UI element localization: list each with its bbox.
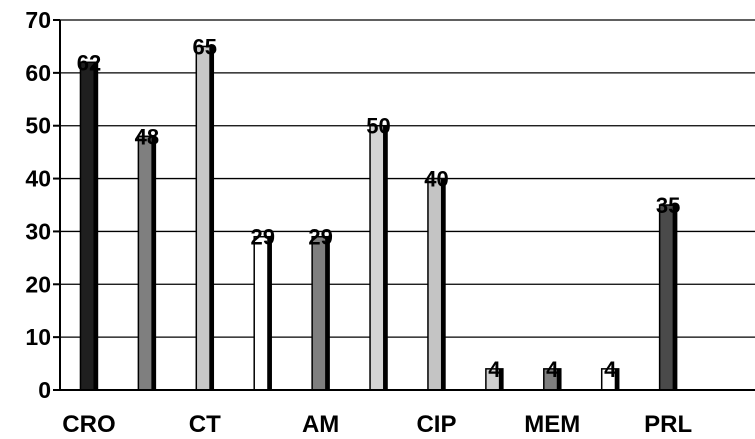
- y-tick-label: 30: [25, 218, 51, 244]
- data-label: 65: [193, 34, 217, 59]
- y-tick-label: 10: [25, 324, 51, 350]
- x-tick-label: CIP: [416, 411, 456, 438]
- bar-shadow: [93, 62, 98, 391]
- bar-shadow: [151, 136, 156, 390]
- data-label: 4: [488, 357, 501, 382]
- data-label: 29: [250, 225, 274, 250]
- bar-shadow: [614, 368, 619, 390]
- bar-shadow: [440, 178, 445, 390]
- y-tick-label: 0: [38, 377, 51, 403]
- bar-shadow: [383, 125, 388, 390]
- data-label: 62: [77, 50, 101, 75]
- bar-shadow: [498, 368, 503, 390]
- x-tick-label: AM: [302, 411, 339, 438]
- y-tick-label: 60: [25, 60, 51, 86]
- data-label: 50: [366, 114, 390, 139]
- bar-shadow: [209, 46, 214, 391]
- y-tick-label: 20: [25, 271, 51, 297]
- labels: 0 10 20 30 40 50 60 70 62 48 65 29 29 50 40 4 4 4 35 CRO CT A…: [25, 7, 692, 438]
- axes: [53, 19, 755, 391]
- x-tick-label: PRL: [644, 411, 692, 438]
- bar-shadow: [267, 236, 272, 390]
- data-label: 4: [604, 357, 617, 382]
- x-tick-label: CT: [189, 411, 221, 438]
- gridlines: [60, 19, 755, 338]
- y-tick-label: 70: [25, 7, 51, 33]
- y-tick-label: 40: [25, 166, 51, 192]
- bar-shadow: [325, 236, 330, 390]
- data-label: 48: [135, 124, 159, 149]
- x-tick-label: CRO: [62, 411, 115, 438]
- y-tick-label: 50: [25, 113, 51, 139]
- bars: [79, 45, 678, 391]
- data-label: 29: [308, 225, 332, 250]
- data-label: 4: [546, 357, 559, 382]
- data-label: 35: [656, 193, 680, 218]
- x-tick-label: MEM: [524, 411, 580, 438]
- bar-shadow: [672, 205, 677, 390]
- bar-shadow: [556, 368, 561, 390]
- data-label: 40: [424, 167, 448, 192]
